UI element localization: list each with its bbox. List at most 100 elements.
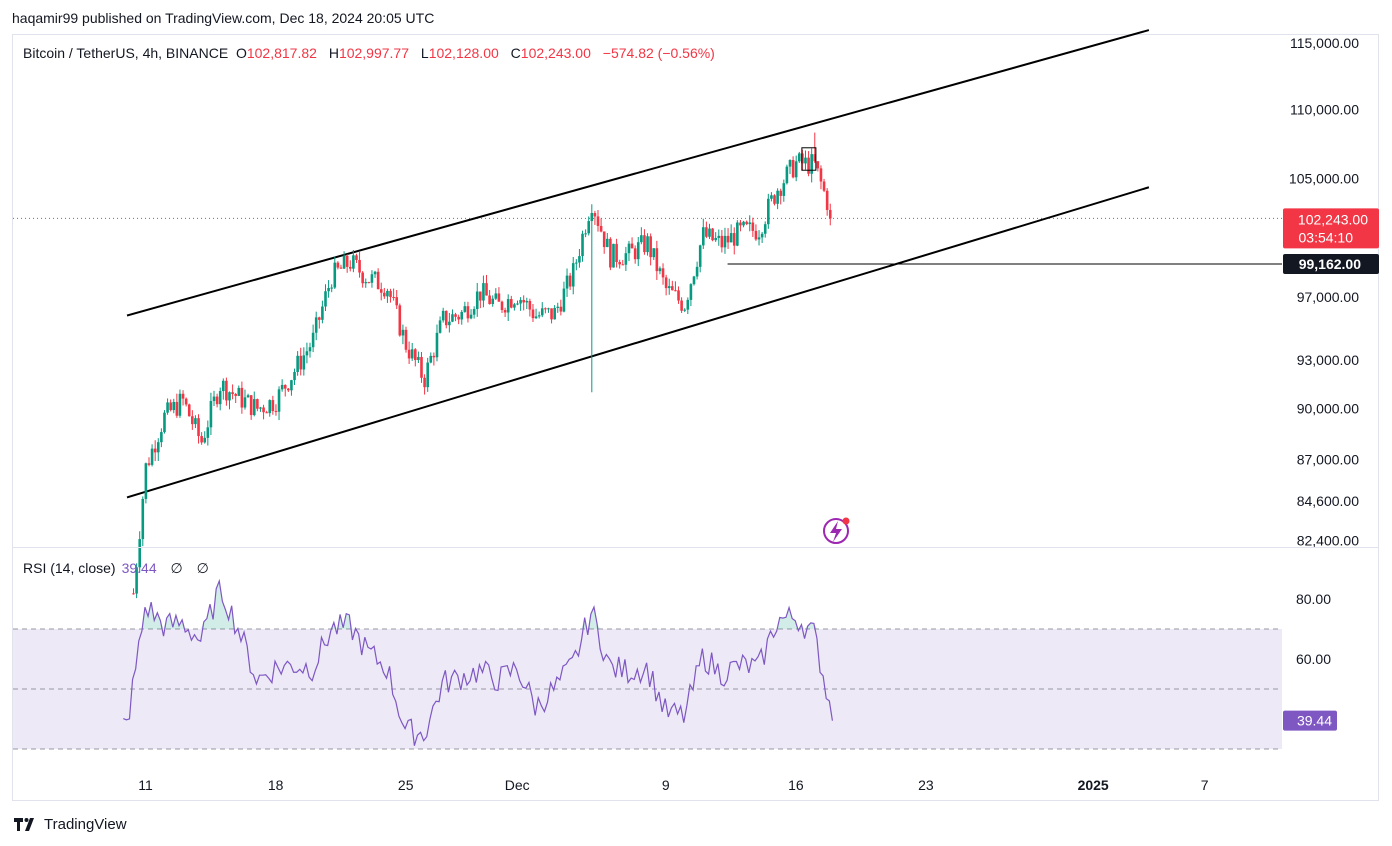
price-tick-label: 115,000.00 xyxy=(1290,35,1359,51)
candle-body xyxy=(599,225,603,232)
candle-body xyxy=(763,224,767,234)
candle-body xyxy=(506,299,510,313)
candle-body xyxy=(451,314,454,322)
candle-body xyxy=(379,289,383,293)
candle-body xyxy=(785,166,789,184)
rsi-value-tag: 39.44 xyxy=(1283,710,1337,731)
candle-body xyxy=(550,308,553,320)
time-tick-label: 23 xyxy=(918,777,934,793)
candle-body xyxy=(308,347,312,352)
candle-body xyxy=(615,243,618,263)
price-pane xyxy=(13,29,1282,599)
candle-body xyxy=(386,290,389,297)
candle-body xyxy=(565,275,569,289)
candle-body xyxy=(383,292,386,297)
candle-body xyxy=(822,181,826,191)
candle-body xyxy=(590,213,594,222)
candle-body xyxy=(327,287,330,292)
candle-body xyxy=(732,233,736,246)
candle-body xyxy=(225,380,228,401)
tradingview-logo-icon xyxy=(14,817,34,831)
candle-body xyxy=(562,288,566,312)
candle-body xyxy=(252,399,256,416)
chart-frame xyxy=(12,34,1379,801)
candle-body xyxy=(373,271,377,275)
candle-body xyxy=(209,401,213,428)
candle-body xyxy=(537,315,541,317)
candle-body xyxy=(609,238,612,268)
candle-body xyxy=(754,230,758,240)
rsi-tick-label: 80.00 xyxy=(1296,591,1331,607)
candle-body xyxy=(745,221,748,225)
price-tick-label: 110,000.00 xyxy=(1290,101,1359,117)
candle-body xyxy=(166,402,169,413)
candle-body xyxy=(522,299,525,303)
candle-body xyxy=(819,168,823,182)
lightning-icon xyxy=(823,517,850,544)
candle-body xyxy=(274,411,278,413)
candle-body xyxy=(361,272,364,284)
candle-body xyxy=(184,398,188,405)
candle-body xyxy=(540,308,544,316)
candle-body xyxy=(767,198,770,225)
candle-body xyxy=(711,228,714,241)
candle-body xyxy=(801,153,804,164)
candle-body xyxy=(438,320,442,333)
candle-body xyxy=(757,237,761,240)
candle-body xyxy=(407,349,411,359)
candle-body xyxy=(556,306,560,308)
candle-body xyxy=(680,300,683,311)
high-label: H xyxy=(328,45,339,61)
candle-body xyxy=(779,190,783,196)
candle-body xyxy=(717,235,721,238)
candle-body xyxy=(652,248,656,258)
candle-body xyxy=(553,307,556,320)
candle-body xyxy=(482,283,485,301)
rsi-extra-1: ∅ xyxy=(170,560,183,576)
candle-body xyxy=(661,268,665,278)
candle-body xyxy=(646,236,649,253)
candle-body xyxy=(485,283,488,296)
candle-body xyxy=(191,416,194,425)
candle-body xyxy=(296,355,299,372)
lightning-icon-dot xyxy=(842,517,850,525)
brand-name: TradingView xyxy=(44,816,127,833)
candle-body xyxy=(559,306,563,312)
candle-body xyxy=(500,301,504,311)
candle-body xyxy=(268,400,272,414)
candle-body xyxy=(773,195,776,204)
candle-body xyxy=(352,255,355,269)
candle-body xyxy=(612,243,615,268)
price-tick-label: 93,000.00 xyxy=(1297,352,1359,368)
open-value: 102,817.82 xyxy=(246,45,317,61)
candle-body xyxy=(280,384,284,390)
candle-body xyxy=(587,221,591,234)
candle-body xyxy=(528,300,532,310)
candle-body xyxy=(698,245,702,267)
last-price-tag-countdown: 03:54:10 xyxy=(1299,229,1354,245)
channel-upper-line xyxy=(126,29,1150,317)
tradingview-brand[interactable]: TradingView xyxy=(14,816,127,833)
candle-body xyxy=(571,263,575,287)
candle-body xyxy=(234,394,237,396)
candle-body xyxy=(441,310,445,321)
candle-body xyxy=(231,392,234,395)
last-price-tag: 102,243.00 03:54:10 xyxy=(1283,208,1379,249)
candle-body xyxy=(602,231,606,248)
candle-body xyxy=(448,321,451,326)
candles xyxy=(132,132,832,599)
candle-body xyxy=(519,299,522,304)
candle-body xyxy=(813,154,817,162)
time-tick-label: Dec xyxy=(505,777,530,793)
candle-body xyxy=(181,393,185,399)
candle-body xyxy=(423,377,426,388)
candle-body xyxy=(621,264,625,266)
candle-body xyxy=(376,271,380,290)
rsi-legend: RSI (14, close) 39.44 ∅ ∅ xyxy=(23,560,209,577)
time-tick-label: 11 xyxy=(138,777,153,793)
level-tag-price: 99,162.00 xyxy=(1299,256,1361,272)
candle-body xyxy=(330,287,333,289)
candle-body xyxy=(203,437,207,443)
candle-body xyxy=(314,317,318,333)
